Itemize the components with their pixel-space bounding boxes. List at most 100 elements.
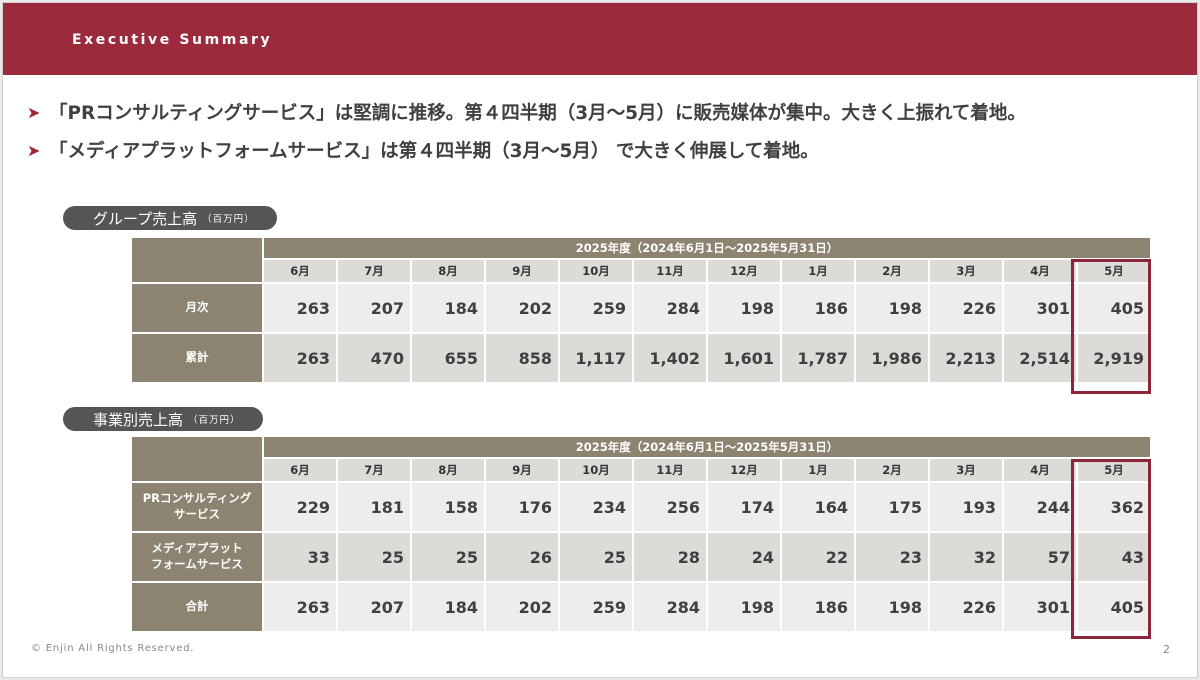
table-cell: 470 (338, 334, 410, 382)
group-sales-title: グループ売上高 (93, 209, 198, 228)
table-cell: 207 (338, 284, 410, 332)
header-title: Executive Summary (72, 32, 273, 48)
table-cell: 202 (486, 284, 558, 332)
table-cell: 32 (930, 533, 1002, 581)
table-cell: 158 (412, 483, 484, 531)
table-row: 合計 263 207 184 202 259 284 198 186 198 2… (132, 583, 1150, 631)
table-cell: 2,213 (930, 334, 1002, 382)
month-header: 3月 (930, 260, 1002, 282)
table-cell: 164 (782, 483, 854, 531)
table-cell: 186 (782, 284, 854, 332)
row-header-line: PRコンサルティング (142, 491, 252, 506)
month-header: 3月 (930, 459, 1002, 481)
month-header: 1月 (782, 260, 854, 282)
month-header: 7月 (338, 260, 410, 282)
table-cell: 174 (708, 483, 780, 531)
table-cell: 175 (856, 483, 928, 531)
row-header-line: メディアプラット (151, 541, 243, 556)
group-sales-unit: （百万円） (202, 214, 255, 225)
month-header: 12月 (708, 459, 780, 481)
table-cell: 184 (412, 583, 484, 631)
table-corner (132, 437, 262, 481)
table-cell: 198 (708, 284, 780, 332)
table-cell: 25 (338, 533, 410, 581)
row-header-line: 合計 (185, 599, 209, 614)
arrow-bullet-icon: ➤ (27, 102, 41, 122)
table-cell: 33 (264, 533, 336, 581)
table-cell: 226 (930, 284, 1002, 332)
month-header: 10月 (560, 459, 632, 481)
segment-sales-table: 2025年度（2024年6月1日〜2025年5月31日） 6月 7月 8月 9月… (130, 435, 1152, 633)
table-cell: 301 (1004, 583, 1076, 631)
table-row: 月次 263 207 184 202 259 284 198 186 198 2… (132, 284, 1150, 332)
month-header: 2月 (856, 459, 928, 481)
may-column-highlight (1071, 459, 1151, 639)
table-cell: 24 (708, 533, 780, 581)
group-sales-label: グループ売上高 （百万円） (63, 206, 277, 230)
table-cell: 184 (412, 284, 484, 332)
table-cell: 26 (486, 533, 558, 581)
table-cell: 263 (264, 583, 336, 631)
row-header: 月次 (132, 284, 262, 332)
table-cell: 207 (338, 583, 410, 631)
month-header: 11月 (634, 260, 706, 282)
table-cell: 301 (1004, 284, 1076, 332)
table-cell: 405 (1078, 583, 1150, 631)
table-cell: 244 (1004, 483, 1076, 531)
row-header: メディアプラット フォームサービス (132, 533, 262, 581)
table-cell: 25 (560, 533, 632, 581)
month-header: 6月 (264, 459, 336, 481)
segment-sales-label: 事業別売上高 （百万円） (63, 407, 263, 431)
row-header: PRコンサルティング サービス (132, 483, 262, 531)
month-header: 9月 (486, 260, 558, 282)
group-sales-table: 2025年度（2024年6月1日〜2025年5月31日） 6月 7月 8月 9月… (130, 236, 1152, 384)
segment-sales-unit: （百万円） (188, 415, 241, 426)
table-cell: 198 (856, 284, 928, 332)
header-bar: Executive Summary (3, 3, 1197, 75)
row-header: 合計 (132, 583, 262, 631)
row-header-line: フォームサービス (151, 557, 243, 571)
table-cell: 198 (856, 583, 928, 631)
table-cell: 256 (634, 483, 706, 531)
month-header: 4月 (1004, 260, 1076, 282)
table-cell: 858 (486, 334, 558, 382)
row-header: 累計 (132, 334, 262, 382)
table-cell: 263 (264, 334, 336, 382)
bullet-item: ➤ 「PRコンサルティングサービス」は堅調に推移。第４四半期（3月〜5月）に販売… (27, 95, 1187, 129)
table-cell: 193 (930, 483, 1002, 531)
table-cell: 202 (486, 583, 558, 631)
table-cell: 655 (412, 334, 484, 382)
bullet-item: ➤ 「メディアプラットフォームサービス」は第４四半期（3月〜5月） で大きく伸展… (27, 133, 1187, 167)
table-cell: 1,601 (708, 334, 780, 382)
bullet-text: 「PRコンサルティングサービス」は堅調に推移。第４四半期（3月〜5月）に販売媒体… (49, 103, 1026, 124)
table-cell: 284 (634, 583, 706, 631)
table-cell: 1,117 (560, 334, 632, 382)
table-corner (132, 238, 262, 282)
table-cell: 405 (1078, 284, 1150, 332)
month-header: 6月 (264, 260, 336, 282)
table-row: PRコンサルティング サービス 229 181 158 176 234 256 … (132, 483, 1150, 531)
month-header: 1月 (782, 459, 854, 481)
fiscal-year-header: 2025年度（2024年6月1日〜2025年5月31日） (264, 238, 1150, 258)
summary-bullets: ➤ 「PRコンサルティングサービス」は堅調に推移。第４四半期（3月〜5月）に販売… (27, 95, 1187, 171)
row-header-line: サービス (174, 507, 220, 521)
month-header: 12月 (708, 260, 780, 282)
table-cell: 259 (560, 284, 632, 332)
table-cell: 284 (634, 284, 706, 332)
table-cell: 28 (634, 533, 706, 581)
table-row: メディアプラット フォームサービス 33 25 25 26 25 28 24 2… (132, 533, 1150, 581)
month-header: 5月 (1078, 459, 1150, 481)
table-cell: 2,514 (1004, 334, 1076, 382)
table-cell: 1,787 (782, 334, 854, 382)
table-cell: 57 (1004, 533, 1076, 581)
month-header: 8月 (412, 459, 484, 481)
copyright-footer: © Enjin All Rights Reserved. (31, 643, 195, 654)
month-header: 8月 (412, 260, 484, 282)
table-cell: 2,919 (1078, 334, 1150, 382)
arrow-bullet-icon: ➤ (27, 140, 41, 160)
month-header: 7月 (338, 459, 410, 481)
month-header: 10月 (560, 260, 632, 282)
month-header: 5月 (1078, 260, 1150, 282)
table-cell: 43 (1078, 533, 1150, 581)
